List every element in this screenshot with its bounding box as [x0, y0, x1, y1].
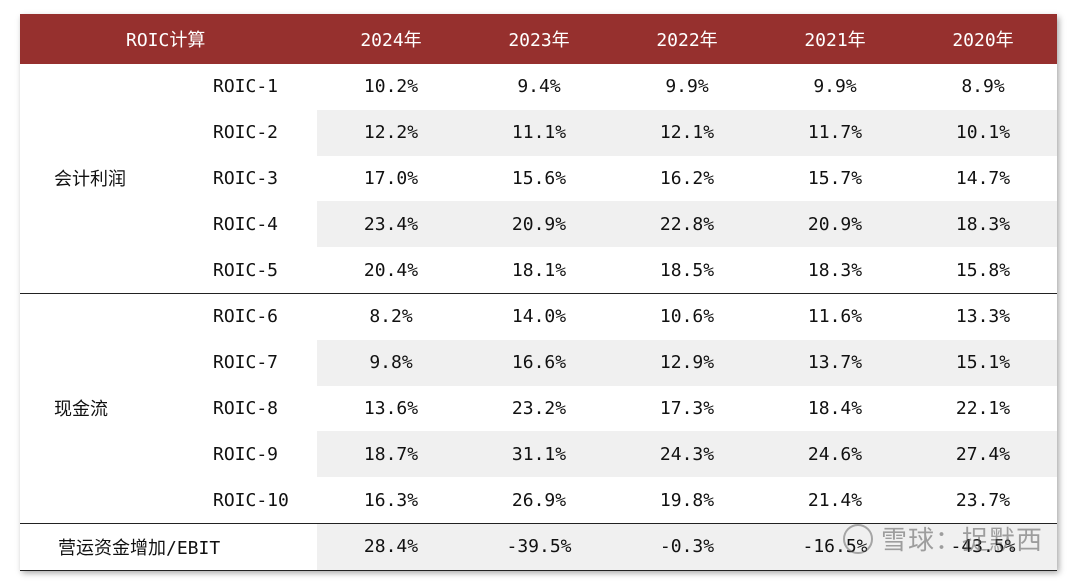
value-cell: 18.1%: [511, 259, 567, 281]
value-cell: 15.6%: [511, 167, 567, 189]
value-cell: 22.1%: [955, 397, 1011, 419]
table-row: 会计利润 ROIC-1 10.2% 9.4% 9.9% 9.9% 8.9%: [20, 64, 1057, 190]
value-cell: 13.7%: [761, 339, 910, 386]
value-cell: 21.4%: [807, 489, 863, 511]
table-row: 营运资金增加/EBIT 28.4% -39.5% -0.3% -16.5% -4…: [20, 522, 1058, 571]
value-cell: 26.9%: [511, 489, 567, 511]
table-row: ROIC-8 13.6% 23.2% 17.3% 18.4% 22.1%: [20, 386, 1057, 432]
value-cell: -39.5%: [465, 522, 614, 571]
value-cell: 9.9%: [665, 76, 709, 98]
value-cell: 24.6%: [761, 431, 910, 478]
metric-label: ROIC-6: [173, 292, 318, 340]
value-cell: 16.6%: [465, 339, 614, 386]
table-title: ROIC计算: [20, 14, 318, 64]
value-cell: -16.5%: [761, 522, 910, 571]
value-cell: 12.2%: [317, 109, 466, 156]
header-row: ROIC计算 2024年 2023年 2022年 2021年 2020年: [20, 14, 1058, 64]
footer-row-label: 营运资金增加/EBIT: [20, 522, 318, 571]
table-row: ROIC-3 17.0% 15.6% 16.2% 15.7% 14.7%: [20, 156, 1057, 202]
year-header: 2024年: [317, 14, 466, 64]
group-label: 会计利润: [54, 169, 126, 191]
value-cell: 27.4%: [909, 431, 1058, 478]
value-cell: -0.3%: [613, 522, 762, 571]
value-cell: 8.2%: [317, 292, 466, 340]
value-cell: 10.6%: [613, 292, 762, 340]
table-row: ROIC-7 9.8% 16.6% 12.9% 13.7% 15.1%: [20, 339, 1058, 386]
value-cell: 19.8%: [659, 489, 715, 511]
value-cell: -43.5%: [909, 522, 1058, 571]
value-cell: 14.7%: [955, 167, 1011, 189]
value-cell: 11.7%: [761, 109, 910, 156]
value-cell: 13.3%: [909, 292, 1058, 340]
metric-label: ROIC-10: [213, 489, 289, 511]
value-cell: 15.8%: [955, 259, 1011, 281]
value-cell: 11.6%: [761, 292, 910, 340]
value-cell: 14.0%: [465, 292, 614, 340]
value-cell: 12.1%: [613, 109, 762, 156]
value-cell: 16.2%: [659, 167, 715, 189]
metric-label: ROIC-9: [213, 443, 279, 465]
year-header: 2022年: [613, 14, 762, 64]
value-cell: 9.4%: [517, 76, 561, 98]
table-row: ROIC-4 23.4% 20.9% 22.8% 20.9% 18.3%: [20, 201, 1058, 248]
value-cell: 10.2%: [363, 76, 419, 98]
value-cell: 18.3%: [909, 201, 1058, 248]
value-cell: 18.3%: [807, 259, 863, 281]
table-row: 现金流 ROIC-6 8.2% 14.0% 10.6% 11.6% 13.3%: [20, 292, 1058, 524]
value-cell: 11.1%: [465, 109, 614, 156]
value-cell: 22.8%: [613, 201, 762, 248]
year-header: 2023年: [465, 14, 614, 64]
value-cell: 20.9%: [465, 201, 614, 248]
value-cell: 10.1%: [909, 109, 1058, 156]
value-cell: 17.0%: [363, 167, 419, 189]
metric-label: ROIC-4: [213, 213, 279, 235]
value-cell: 12.9%: [613, 339, 762, 386]
table-row: ROIC-10 16.3% 26.9% 19.8% 21.4% 23.7%: [20, 477, 1057, 523]
value-cell: 18.5%: [659, 259, 715, 281]
value-cell: 23.7%: [955, 489, 1011, 511]
value-cell: 15.7%: [807, 167, 863, 189]
value-cell: 20.9%: [761, 201, 910, 248]
metric-label: ROIC-2: [213, 122, 279, 144]
value-cell: 18.7%: [317, 431, 466, 478]
value-cell: 20.4%: [363, 259, 419, 281]
value-cell: 28.4%: [317, 522, 466, 571]
value-cell: 15.1%: [909, 339, 1058, 386]
metric-label: ROIC-8: [213, 397, 279, 419]
year-header: 2020年: [909, 14, 1058, 64]
table-row: ROIC-2 12.2% 11.1% 12.1% 11.7% 10.1%: [20, 109, 1058, 156]
value-cell: 9.9%: [813, 76, 857, 98]
value-cell: 23.2%: [511, 397, 567, 419]
roic-table: ROIC计算 2024年 2023年 2022年 2021年 2020年 会计利…: [20, 14, 1058, 571]
group-label: 现金流: [20, 292, 173, 524]
value-cell: 17.3%: [659, 397, 715, 419]
value-cell: 18.4%: [807, 397, 863, 419]
value-cell: 23.4%: [317, 201, 466, 248]
value-cell: 24.3%: [613, 431, 762, 478]
value-cell: 13.6%: [363, 397, 419, 419]
value-cell: 9.8%: [317, 339, 466, 386]
value-cell: 16.3%: [363, 489, 419, 511]
value-cell: 31.1%: [465, 431, 614, 478]
metric-label: ROIC-1: [213, 76, 279, 98]
roic-table-card: ROIC计算 2024年 2023年 2022年 2021年 2020年 会计利…: [20, 14, 1058, 571]
table-row: ROIC-9 18.7% 31.1% 24.3% 24.6% 27.4%: [20, 431, 1058, 478]
metric-label: ROIC-5: [213, 259, 279, 281]
value-cell: 8.9%: [961, 76, 1005, 98]
year-header: 2021年: [761, 14, 910, 64]
metric-label: ROIC-3: [213, 167, 279, 189]
table-row: ROIC-5 20.4% 18.1% 18.5% 18.3% 15.8%: [20, 247, 1057, 293]
metric-label: ROIC-7: [213, 352, 279, 374]
